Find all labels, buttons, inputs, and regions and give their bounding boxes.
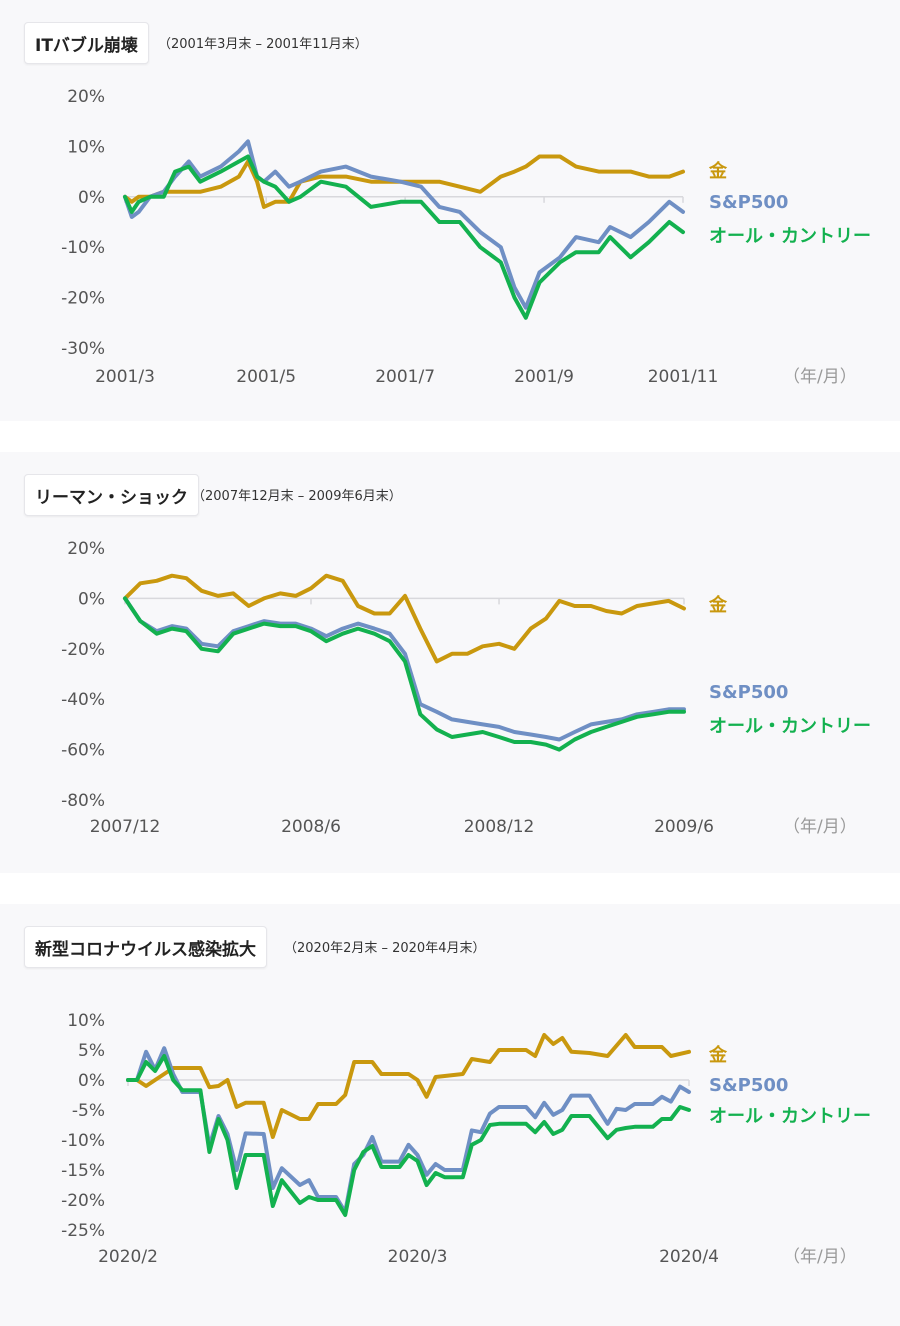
line-chart: 2020/2 2020/3 2020/4 （年/月） 10% 5% 0% -5% -10% -15… — [61, 1011, 857, 1267]
y-tick-label: 10% — [67, 1011, 105, 1031]
legend-sp500: S&P500 — [709, 682, 789, 703]
x-tick-label: 2001/7 — [375, 367, 435, 387]
y-tick-label: -60% — [61, 741, 105, 761]
x-axis-unit: （年/月） — [783, 817, 857, 837]
y-tick-label: 10% — [67, 137, 105, 157]
chart-title: 新型コロナウイルス感染拡大 — [24, 926, 267, 968]
chart-title: ITバブル崩壊 — [24, 22, 149, 64]
x-tick-label: 2001/9 — [514, 367, 574, 387]
x-tick-label: 2020/4 — [659, 1247, 719, 1267]
x-tick-label: 2001/3 — [95, 367, 155, 387]
series-line-all-country — [123, 154, 685, 320]
chart-panel-it-bubble: 2001/3 2001/5 2001/7 2001/9 2001/11 （年/月） 20% 1… — [0, 0, 900, 421]
x-axis-unit: （年/月） — [783, 1247, 857, 1267]
chart-panel-lehman-shock: 2007/12 2008/6 2008/12 2009/6 （年/月） 20% 0% -20%… — [0, 452, 900, 873]
y-tick-label: 20% — [67, 539, 105, 559]
legend-gold: 金 — [709, 595, 727, 616]
line-chart: 2007/12 2008/6 2008/12 2009/6 （年/月） 20% 0% -20%… — [61, 539, 857, 837]
legend-all-country: オール・カントリー — [709, 1106, 871, 1127]
y-tick-label: -30% — [61, 339, 105, 359]
y-tick-label: 0% — [78, 589, 105, 609]
y-tick-label: 0% — [78, 188, 105, 208]
legend-sp500: S&P500 — [709, 1075, 789, 1096]
legend-all-country: オール・カントリー — [709, 226, 871, 247]
series-line-all-country — [123, 596, 686, 752]
chart-title: リーマン・ショック — [24, 474, 199, 516]
series-line-all-country — [126, 1054, 691, 1217]
y-tick-label: 5% — [78, 1041, 105, 1061]
x-tick-label: 2020/2 — [98, 1247, 158, 1267]
series-line-sp500 — [123, 596, 686, 742]
y-tick-label: -10% — [61, 1131, 105, 1151]
chart-period: （2007年12月末 – 2009年6月末） — [192, 489, 402, 504]
legend-gold: 金 — [709, 1045, 727, 1066]
chart-period: （2020年2月末 – 2020年4月末） — [284, 941, 486, 956]
legend-all-country: オール・カントリー — [709, 716, 871, 737]
line-chart: 2001/3 2001/5 2001/7 2001/9 2001/11 （年/月） 20% 1… — [61, 87, 857, 387]
x-tick-label: 2008/6 — [281, 817, 341, 837]
legend-gold: 金 — [709, 161, 727, 182]
chart-panel-covid: 2020/2 2020/3 2020/4 （年/月） 10% 5% 0% -5% -10% -15… — [0, 904, 900, 1326]
x-tick-label: 2007/12 — [90, 817, 161, 837]
chart-period: （2001年3月末 – 2001年11月末） — [158, 37, 368, 52]
y-tick-label: -20% — [61, 640, 105, 660]
y-tick-label: 0% — [78, 1071, 105, 1091]
series-line-gold — [126, 1033, 691, 1139]
y-tick-label: -10% — [61, 238, 105, 258]
y-tick-label: -20% — [61, 1191, 105, 1211]
x-tick-label: 2001/5 — [236, 367, 296, 387]
legend-sp500: S&P500 — [709, 192, 789, 213]
x-axis-unit: （年/月） — [783, 367, 857, 387]
y-tick-label: -40% — [61, 690, 105, 710]
y-tick-label: -5% — [72, 1101, 105, 1121]
y-tick-label: -25% — [61, 1221, 105, 1241]
x-tick-label: 2008/12 — [464, 817, 535, 837]
series-line-gold — [123, 154, 685, 209]
x-tick-label: 2020/3 — [388, 1247, 448, 1267]
series-line-gold — [123, 573, 686, 664]
x-tick-label: 2001/11 — [648, 367, 719, 387]
y-tick-label: -15% — [61, 1161, 105, 1181]
y-tick-label: 20% — [67, 87, 105, 107]
x-tick-label: 2009/6 — [654, 817, 714, 837]
y-tick-label: -20% — [61, 289, 105, 309]
series-line-sp500 — [123, 139, 685, 310]
y-tick-label: -80% — [61, 791, 105, 811]
